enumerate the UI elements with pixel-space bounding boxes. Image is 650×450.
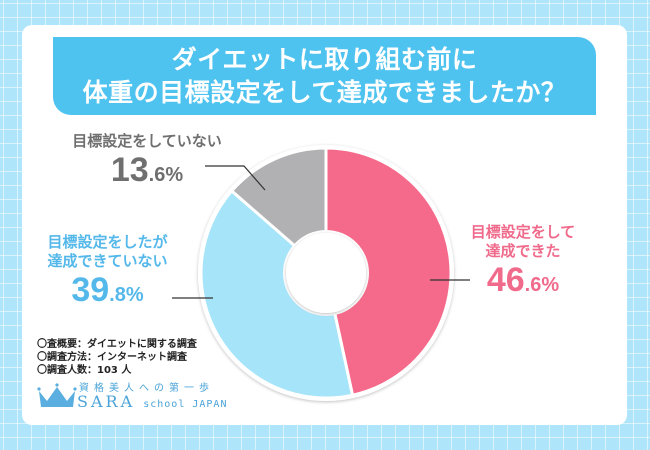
label-not-set-text: 目標設定をしていない bbox=[72, 132, 222, 150]
crown-icon bbox=[37, 383, 77, 407]
logo-brand: SARA school JAPAN bbox=[77, 392, 228, 411]
label-achieved: 目標設定をして 達成できた 46.6% bbox=[468, 223, 578, 304]
label-set-not-achieved-line-2: 達成できていない bbox=[47, 252, 168, 270]
title-line-1: ダイエットに取り組む前に bbox=[171, 45, 478, 74]
label-set-not-achieved: 目標設定をしたが 達成できていない 39.8% bbox=[40, 233, 175, 314]
label-achieved-line-2: 達成できた bbox=[485, 242, 561, 260]
leader-line-not-set bbox=[205, 165, 266, 191]
title-banner: ダイエットに取り組む前に 体重の目標設定をして達成できましたか？ bbox=[53, 37, 596, 115]
title-line-2: 体重の目標設定をして達成できましたか？ bbox=[82, 78, 567, 107]
donut-slices bbox=[199, 146, 453, 400]
label-achieved-value: 46.6% bbox=[486, 261, 560, 299]
slice-set-not-achieved bbox=[199, 188, 355, 400]
note-overview: 〇査概要：ダイエットに関する調査 bbox=[37, 339, 197, 350]
donut-hole bbox=[286, 233, 366, 313]
label-set-not-achieved-value: 39.8% bbox=[71, 271, 144, 309]
slice-achieved bbox=[324, 146, 453, 397]
label-not-set-value: 13.6% bbox=[110, 151, 184, 189]
survey-notes: 〇査概要：ダイエットに関する調査 〇調査方法：インターネット調査 〇調査人数：1… bbox=[37, 338, 197, 377]
note-method: 〇調査方法：インターネット調査 bbox=[37, 352, 187, 363]
logo-tagline: 資格美人への第一歩 bbox=[79, 383, 214, 394]
label-set-not-achieved-line-1: 目標設定をしたが bbox=[47, 233, 168, 251]
note-sample-size: 〇調査人数：103 人 bbox=[37, 365, 132, 376]
label-not-set: 目標設定をしていない 13.6% bbox=[62, 132, 232, 194]
label-achieved-line-1: 目標設定をして bbox=[470, 223, 576, 241]
